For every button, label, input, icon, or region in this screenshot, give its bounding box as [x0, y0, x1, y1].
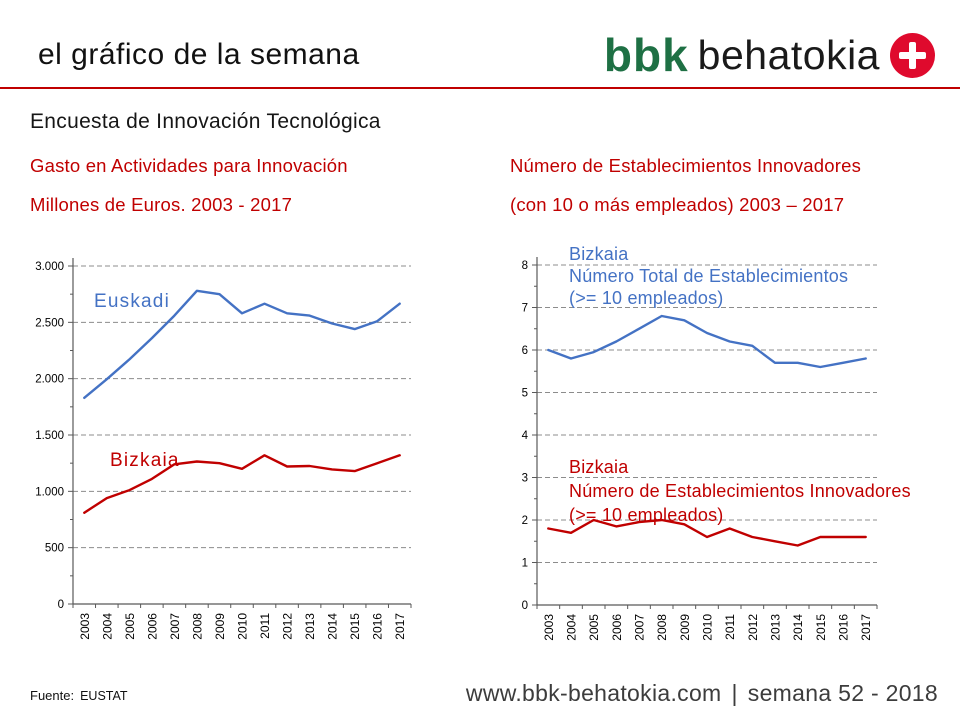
y-tick-label: 4 [522, 430, 529, 442]
left-chart-heading-line2: Millones de Euros. 2003 - 2017 [30, 194, 293, 215]
page-title: el gráfico de la semana [38, 38, 360, 71]
series-line-bizkaia [547, 518, 867, 547]
x-tick-label: 2009 [678, 614, 692, 641]
right-chart-heading-line1: Número de Establecimientos Innovadores [510, 155, 862, 176]
x-tick-label: 2009 [213, 613, 227, 640]
x-tick-label: 2010 [236, 613, 250, 640]
y-tick-label: 500 [45, 543, 64, 555]
y-tick-label: 3 [522, 473, 528, 485]
x-tick-label: 2011 [723, 614, 737, 640]
x-tick-label: 2012 [281, 613, 295, 640]
footer-separator: | [731, 680, 738, 706]
chart-canvas: 0 500 1.000 1.500 2.000 2.500 3.000 2003 2004 200… [35, 258, 412, 640]
series-label: (>= 10 empleados) [569, 288, 724, 308]
x-tick-label: 2008 [190, 613, 204, 640]
logo-bbk-text: bbk [603, 29, 689, 81]
series-label: Bizkaia [110, 450, 180, 471]
x-tick-label: 2004 [100, 613, 114, 640]
x-tick-label: 2016 [371, 613, 385, 640]
x-tick-label: 2008 [655, 614, 669, 641]
right-chart-heading-line2: (con 10 o más empleados) 2003 – 2017 [510, 194, 845, 215]
y-tick-label: 1 [522, 558, 528, 570]
series-label: Bizkaia [569, 457, 629, 477]
series-label: (>= 10 empleados) [569, 505, 724, 525]
series-line-euskadi [83, 289, 401, 400]
series-line-bizkaia [83, 454, 401, 514]
y-tick-label: 8 [522, 260, 528, 272]
x-tick-label: 2013 [769, 614, 783, 641]
x-tick-label: 2003 [542, 614, 556, 641]
y-tick-label: 3.000 [35, 261, 64, 273]
y-tick-label: 0 [58, 599, 64, 611]
series-line-bizkaia [547, 314, 867, 369]
header-divider [0, 87, 960, 89]
x-tick-label: 2010 [701, 614, 715, 641]
x-tick-label: 2017 [859, 614, 873, 641]
section-title: Encuesta de Innovación Tecnológica [30, 110, 381, 133]
x-tick-label: 2013 [303, 613, 317, 640]
x-tick-label: 2003 [78, 613, 92, 640]
x-tick-label: 2015 [348, 613, 362, 640]
x-tick-label: 2006 [145, 613, 159, 640]
x-tick-label: 2007 [633, 614, 647, 641]
y-tick-label: 2.500 [35, 317, 64, 329]
x-tick-label: 2014 [326, 613, 340, 640]
y-tick-label: 7 [522, 303, 528, 315]
bbk-behatokia-logo: bbk behatokia [604, 28, 935, 82]
x-tick-label: 2005 [123, 613, 137, 640]
x-tick-label: 2016 [837, 614, 851, 641]
plus-icon [890, 32, 935, 78]
series-label: Número Total de Establecimientos [569, 266, 848, 286]
plus-icon-vbar [909, 41, 916, 69]
website-text: www.bbk-behatokia.com [465, 680, 722, 706]
x-tick-label: 2007 [168, 613, 182, 640]
y-tick-label: 2 [522, 515, 528, 527]
left-chart-heading-line1: Gasto en Actividades para Innovación [30, 155, 348, 176]
x-tick-label: 2015 [814, 614, 828, 641]
y-tick-label: 1.500 [35, 430, 64, 442]
series-label: Bizkaia [569, 244, 629, 264]
series-label: Número de Establecimientos Innovadores [569, 481, 911, 501]
source-value: EUSTAT [80, 689, 128, 703]
x-tick-label: 2005 [587, 614, 601, 641]
logo-behatokia-text: behatokia [697, 31, 880, 78]
y-tick-label: 5 [522, 388, 528, 400]
x-tick-label: 2014 [791, 614, 805, 641]
x-tick-label: 2017 [393, 613, 407, 640]
y-tick-label: 0 [522, 600, 528, 612]
x-tick-label: 2012 [746, 614, 760, 641]
x-tick-label: 2006 [610, 614, 624, 641]
y-tick-label: 2.000 [35, 374, 64, 386]
y-tick-label: 6 [522, 345, 528, 357]
source-note: Fuente: EUSTAT [30, 688, 128, 703]
series-label: Euskadi [94, 291, 170, 312]
source-label: Fuente: [30, 688, 75, 703]
x-tick-label: 2011 [258, 613, 272, 639]
expenditure-chart: 0 500 1.000 1.500 2.000 2.500 3.000 2003 2004 200… [30, 250, 470, 665]
x-tick-label: 2004 [565, 614, 579, 641]
establishments-chart: 0 1 2 3 4 5 6 7 8 2003 2004 2005 2006 2007 2008 2009 201… [505, 230, 960, 665]
footer-site-line: www.bbk-behatokia.com | semana 52 - 2018 [466, 680, 938, 707]
chart-canvas: 0 1 2 3 4 5 6 7 8 2003 2004 2005 2006 2007 2008 2009 201… [522, 244, 911, 641]
y-tick-label: 1.000 [35, 486, 64, 498]
week-text: semana 52 - 2018 [747, 680, 938, 706]
